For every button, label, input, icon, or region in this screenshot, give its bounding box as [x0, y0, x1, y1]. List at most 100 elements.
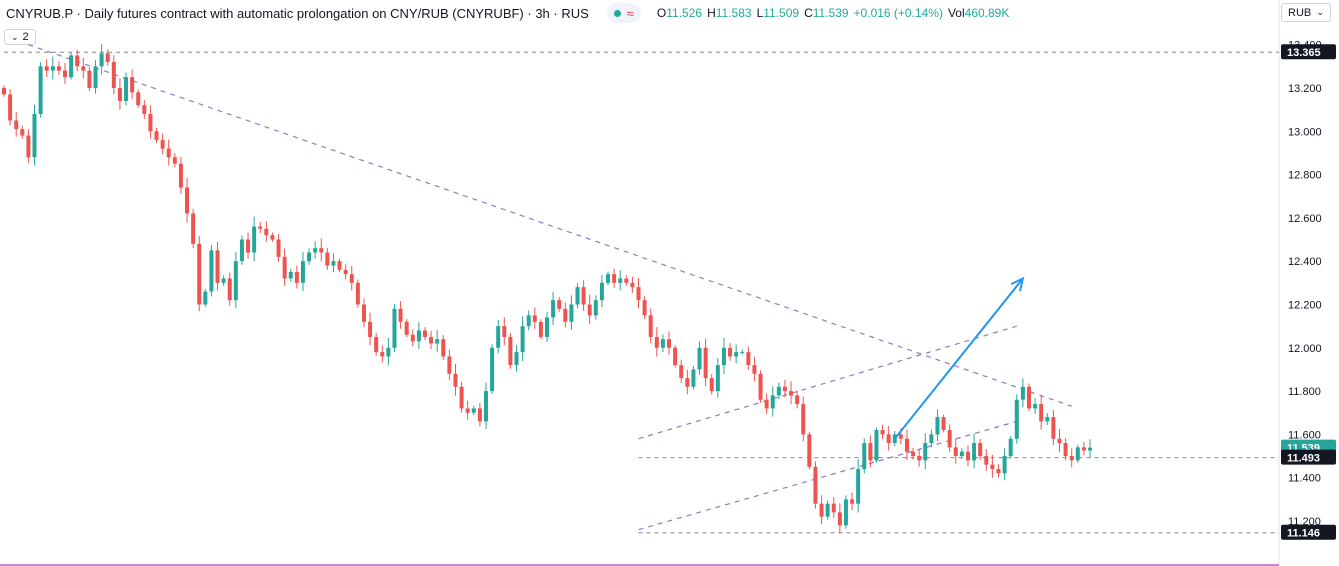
- candle-body: [929, 434, 934, 444]
- candle-body: [99, 53, 104, 67]
- candle-body: [715, 365, 720, 392]
- close-value: 11.539: [812, 6, 849, 20]
- level-label-low: 11.146: [1287, 528, 1320, 540]
- candle-body: [1051, 417, 1056, 439]
- volume-label: Vol: [947, 6, 965, 20]
- candle-body: [429, 336, 434, 344]
- candle-body: [38, 66, 43, 114]
- candle-body: [520, 326, 525, 353]
- y-tick-label: 13.000: [1288, 126, 1322, 138]
- candle-body: [331, 261, 336, 266]
- candle-body: [630, 282, 635, 288]
- candle-body: [75, 55, 80, 67]
- candle-body: [1063, 443, 1068, 457]
- forecast-arrow: [893, 277, 1024, 440]
- candle-body: [63, 70, 68, 78]
- candle-body: [874, 430, 879, 461]
- candle-body: [569, 304, 574, 322]
- candle-body: [447, 356, 452, 374]
- candle-body: [1008, 438, 1013, 457]
- candle-body: [917, 456, 922, 461]
- candle-body: [404, 321, 409, 335]
- symbol-title[interactable]: CNYRUB.P · Daily futures contract with a…: [6, 5, 589, 21]
- candle-body: [581, 287, 586, 305]
- candle-body: [972, 443, 977, 461]
- candle-body: [380, 352, 385, 357]
- candle-body: [32, 113, 37, 158]
- candle-body: [856, 469, 861, 504]
- candle-body: [185, 187, 190, 214]
- status-pill[interactable]: ≈: [606, 3, 641, 23]
- candle-body: [258, 226, 263, 229]
- candle-body: [837, 512, 842, 526]
- candle-body: [886, 434, 891, 444]
- candle-body: [166, 148, 171, 158]
- candle-body: [422, 330, 427, 337]
- candle-body: [313, 248, 318, 253]
- y-tick-label: 12.200: [1288, 299, 1322, 311]
- candle-body: [178, 163, 183, 188]
- y-tick-label: 12.400: [1288, 256, 1322, 268]
- candle-body: [612, 274, 617, 283]
- candle-body: [831, 503, 836, 513]
- candle-body: [801, 404, 806, 435]
- candle-body: [795, 395, 800, 405]
- candle-body: [776, 386, 781, 396]
- candle-body: [483, 391, 488, 422]
- y-tick-label: 11.400: [1288, 473, 1321, 485]
- candle-body: [477, 408, 482, 422]
- close-label: C: [804, 6, 813, 20]
- candle-body: [307, 252, 312, 262]
- candle-body: [1081, 447, 1086, 451]
- candle-body: [502, 326, 507, 337]
- candle-body: [904, 438, 909, 452]
- candle-body: [130, 77, 135, 93]
- candle-body: [624, 278, 629, 283]
- candle-body: [636, 287, 641, 301]
- candle-body: [105, 53, 110, 62]
- candle-body: [172, 157, 177, 164]
- candle-body: [233, 261, 238, 301]
- candle-body: [441, 339, 446, 357]
- indicator-collapse-button[interactable]: ⌄ 2: [4, 29, 36, 45]
- candle-body: [734, 352, 739, 357]
- candle-body: [154, 131, 159, 140]
- candle-body: [843, 499, 848, 526]
- candle-body: [898, 434, 903, 439]
- candle-body: [691, 369, 696, 387]
- candle-body: [563, 308, 568, 322]
- currency-label: RUB: [1288, 6, 1312, 19]
- currency-selector[interactable]: RUB ⌄: [1281, 3, 1331, 22]
- candle-body: [923, 443, 928, 461]
- candle-body: [276, 239, 281, 257]
- candle-body: [770, 395, 775, 409]
- candle-body: [850, 499, 855, 504]
- candle-body: [160, 139, 165, 149]
- candle-body: [947, 430, 952, 448]
- candle-body: [660, 339, 665, 348]
- candle-body: [880, 430, 885, 435]
- candle-body: [941, 417, 946, 431]
- level-label-high-box: [1281, 44, 1336, 60]
- candle-body: [526, 315, 531, 327]
- low-value: 11.509: [763, 6, 800, 20]
- candle-body: [697, 347, 702, 370]
- candle-body: [703, 347, 708, 379]
- y-tick-label: 12.000: [1288, 343, 1322, 355]
- candle-body: [386, 347, 391, 357]
- candle-body: [728, 347, 733, 357]
- candle-body: [459, 386, 464, 409]
- candle-body: [606, 274, 611, 283]
- y-tick-label: 12.600: [1288, 213, 1322, 225]
- candle-body: [20, 129, 25, 136]
- candle-body: [392, 308, 397, 348]
- candle-body: [14, 120, 19, 130]
- candle-body: [764, 399, 769, 409]
- candle-body: [807, 434, 812, 467]
- forecast-arrow-head: [1010, 276, 1025, 292]
- candle-body: [654, 336, 659, 348]
- candle-body: [965, 451, 970, 461]
- candle-body: [721, 347, 726, 366]
- open-value: 11.526: [666, 6, 703, 20]
